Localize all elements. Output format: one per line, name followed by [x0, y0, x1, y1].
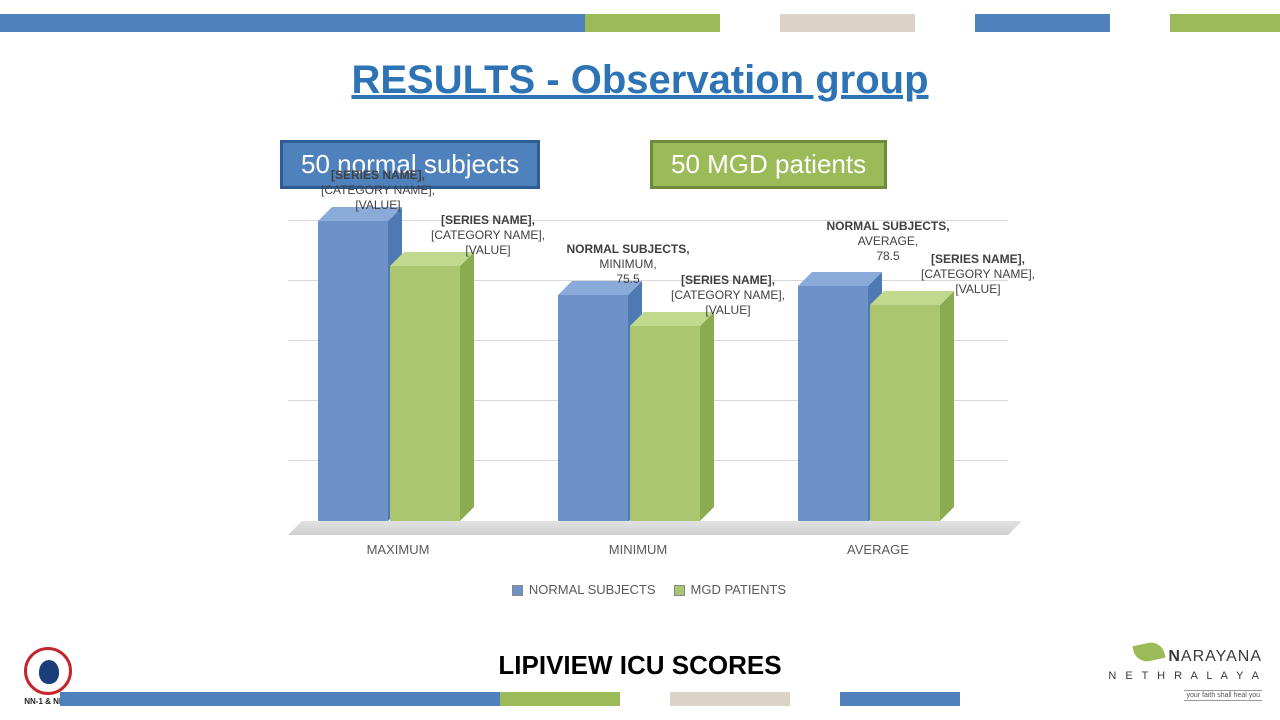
legend-label: NORMAL SUBJECTS — [529, 582, 656, 597]
data-label: [SERIES NAME],[CATEGORY NAME],[VALUE] — [298, 168, 458, 213]
badge-mgd-patients: 50 MGD patients — [650, 140, 887, 189]
page-title: RESULTS - Observation group — [0, 58, 1280, 103]
chart-legend: NORMAL SUBJECTS MGD PATIENTS — [0, 582, 1280, 597]
legend-swatch — [674, 585, 685, 596]
lipiview-chart: [SERIES NAME],[CATEGORY NAME],[VALUE] [SE… — [288, 215, 1008, 575]
category-label: MINIMUM — [558, 542, 718, 557]
category-label: MAXIMUM — [318, 542, 478, 557]
category-label: AVERAGE — [798, 542, 958, 557]
legend-label: MGD PATIENTS — [691, 582, 787, 597]
top-stripe — [0, 14, 1280, 32]
data-label: [SERIES NAME],[CATEGORY NAME],[VALUE] — [408, 213, 568, 258]
bottom-stripe — [60, 692, 1060, 706]
data-label: [SERIES NAME],[CATEGORY NAME],[VALUE] — [648, 273, 808, 318]
narayana-logo: NARAYANA N E T H R A L A Y A your faith … — [1092, 643, 1262, 702]
chart-plot: [SERIES NAME],[CATEGORY NAME],[VALUE][SE… — [288, 221, 1008, 521]
leaf-icon — [1132, 640, 1165, 664]
legend-swatch — [512, 585, 523, 596]
data-label: [SERIES NAME],[CATEGORY NAME],[VALUE] — [898, 252, 1058, 297]
chart-subtitle: LIPIVIEW ICU SCORES — [0, 650, 1280, 681]
chart-floor — [288, 521, 1022, 535]
